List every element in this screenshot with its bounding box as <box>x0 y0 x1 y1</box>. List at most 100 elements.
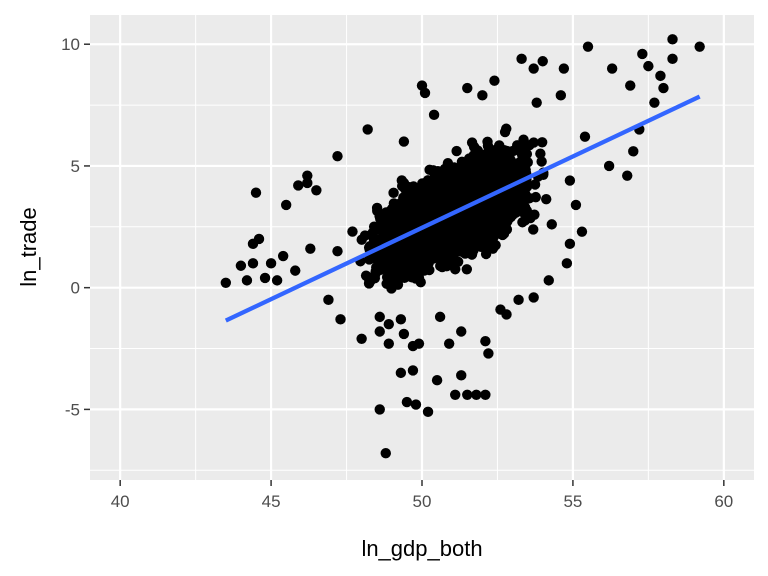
scatter-point <box>469 178 480 189</box>
x-tick-label: 60 <box>714 492 733 511</box>
scatter-point <box>622 170 633 181</box>
scatter-point <box>489 75 500 86</box>
scatter-point <box>649 97 660 108</box>
scatter-point <box>428 165 439 176</box>
scatter-point <box>405 244 416 256</box>
y-tick-label: 5 <box>71 157 80 176</box>
scatter-point <box>430 198 442 209</box>
scatter-point <box>455 211 467 223</box>
scatter-point <box>478 228 489 239</box>
scatter-point <box>564 175 576 186</box>
scatter-point <box>311 185 322 196</box>
scatter-point <box>250 187 262 198</box>
scatter-point <box>473 158 485 169</box>
scatter-point <box>374 234 385 245</box>
scatter-point <box>442 157 454 169</box>
scatter-point <box>381 272 393 283</box>
scatter-point <box>520 191 531 202</box>
scatter-point <box>570 199 582 211</box>
scatter-point <box>658 82 669 94</box>
scatter-point <box>388 187 399 199</box>
scatter-point <box>302 177 313 189</box>
scatter-point <box>477 90 488 101</box>
x-axis-title: ln_gdp_both <box>361 536 482 561</box>
scatter-point <box>637 48 648 60</box>
scatter-point <box>655 70 666 82</box>
x-tick-label: 45 <box>262 492 281 511</box>
y-tick-label: 0 <box>71 279 80 298</box>
scatter-point <box>471 389 482 400</box>
x-axis-ticks: 40 45 50 55 60 <box>111 480 733 511</box>
scatter-point <box>415 257 426 268</box>
scatter-point <box>462 389 473 400</box>
scatter-point <box>466 137 478 148</box>
scatter-point <box>265 258 277 269</box>
scatter-point <box>424 233 435 244</box>
scatter-point <box>413 240 424 251</box>
scatter-point <box>499 171 511 182</box>
scatter-point <box>541 193 552 205</box>
scatter-point <box>458 180 470 191</box>
scatter-point <box>579 131 591 142</box>
scatter-point <box>392 272 403 283</box>
scatter-point <box>643 60 654 72</box>
scatter-point <box>372 205 383 217</box>
scatter-point <box>531 97 542 108</box>
scatter-point <box>376 214 387 226</box>
scatter-point <box>220 277 232 289</box>
scatter-point <box>366 229 377 241</box>
scatter-point <box>528 224 539 235</box>
y-tick-label: 10 <box>61 35 80 54</box>
scatter-point <box>323 294 334 306</box>
regression-line <box>224 94 701 323</box>
scatter-point <box>374 326 385 337</box>
scatter-point <box>667 53 678 65</box>
scatter-point <box>247 258 259 269</box>
scatter-point <box>302 170 313 181</box>
scatter-point <box>362 124 373 135</box>
scatter-point <box>495 304 506 315</box>
scatter-point <box>529 179 541 190</box>
scatter-point <box>694 41 705 52</box>
scatter-point <box>395 197 407 209</box>
scatter-point <box>513 294 524 306</box>
scatter-point <box>667 34 678 45</box>
scatter-point <box>536 137 548 148</box>
scatter-point <box>396 175 408 186</box>
scatter-point <box>415 202 426 213</box>
scatter-point <box>380 448 391 459</box>
scatter-point <box>441 258 452 269</box>
scatter-point <box>536 156 547 167</box>
x-tick-label: 50 <box>413 492 432 511</box>
scatter-point <box>490 196 501 207</box>
scatter-point <box>603 160 615 172</box>
scatter-point <box>383 318 394 330</box>
scatter-point <box>437 242 448 253</box>
scatter-point <box>546 219 557 230</box>
scatter-point <box>383 338 394 349</box>
scatter-point <box>509 192 520 203</box>
scatter-point <box>410 272 421 283</box>
scatter-point <box>253 233 265 245</box>
scatter-point <box>564 238 576 250</box>
scatter-point <box>451 145 462 157</box>
scatter-point <box>259 272 271 284</box>
x-tick-label: 40 <box>111 492 130 511</box>
scatter-point <box>482 147 494 158</box>
scatter-point <box>502 204 514 215</box>
scatter-point <box>427 179 438 191</box>
scatter-point <box>468 205 479 217</box>
scatter-point <box>277 250 289 262</box>
scatter-point <box>374 404 385 415</box>
scatter-point <box>398 136 410 147</box>
scatter-point <box>501 216 513 227</box>
scatter-point <box>468 169 480 180</box>
scatter-point <box>356 333 367 344</box>
scatter-point <box>475 241 487 253</box>
scatter-point <box>429 190 440 201</box>
scatter-point <box>477 200 489 211</box>
scatter-point <box>508 145 520 156</box>
scatter-point <box>443 228 455 239</box>
scatter-point <box>448 239 459 250</box>
scatter-point <box>280 199 292 211</box>
